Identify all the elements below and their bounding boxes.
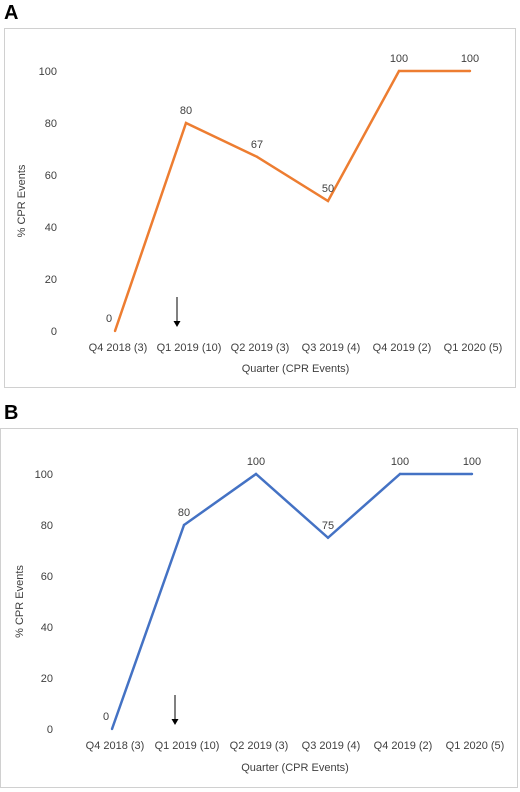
x-tick-label: Q4 2018 (3) [86,740,145,752]
x-axis-title: Quarter (CPR Events) [241,762,349,774]
data-label: 100 [391,456,409,468]
data-label: 100 [390,53,408,65]
data-label: 100 [461,53,479,65]
data-point [398,472,402,476]
x-axis-title: Quarter (CPR Events) [242,363,350,375]
annotation-arrow-head [171,719,179,725]
series-line [113,69,470,332]
x-tick-label: Q3 2019 (4) [302,740,361,752]
data-point [397,69,401,73]
x-tick-label: Q1 2020 (5) [444,342,503,354]
data-label: 0 [106,313,112,325]
data-label: 75 [322,520,334,532]
data-point [113,329,117,333]
annotation-arrow-head [173,321,181,327]
x-tick-label: Q1 2019 (10) [157,342,222,354]
x-tick-label: Q4 2018 (3) [89,342,148,354]
x-tick-label: Q2 2019 (3) [231,342,290,354]
data-point [326,199,330,203]
data-label: 80 [178,507,190,519]
y-tick-label: 100 [35,469,53,481]
panel-a-chart: 0 20 40 60 80 100 Q4 2018 (3) Q1 2019 (10) Q2 20… [16,53,503,375]
y-axis-title: % CPR Events [16,164,28,237]
series-line [110,472,472,730]
data-label: 100 [463,456,481,468]
y-tick-label: 80 [45,118,57,130]
y-tick-label: 60 [41,571,53,583]
data-point [255,155,259,158]
y-tick-label: 20 [41,673,53,685]
x-tick-label: Q1 2020 (5) [446,740,505,752]
data-point [326,536,330,539]
data-label: 67 [251,139,263,151]
x-tick-label: Q1 2019 (10) [155,740,220,752]
data-point [470,472,474,476]
y-tick-label: 80 [41,520,53,532]
data-label: 100 [247,456,265,468]
panel-b-letter: B [4,402,19,424]
x-tick-label: Q4 2019 (2) [373,342,432,354]
y-tick-label: 60 [45,170,57,182]
y-tick-label: 20 [45,274,57,286]
x-tick-label: Q4 2019 (2) [374,740,433,752]
y-tick-label: 0 [47,724,53,736]
data-label: 50 [322,183,334,195]
panel-a-frame: 0 20 40 60 80 100 Q4 2018 (3) Q1 2019 (10) Q2 20… [4,28,516,388]
data-point [182,523,186,527]
x-tick-label: Q2 2019 (3) [230,740,289,752]
panel-b-chart: 0 20 40 60 80 100 Q4 2018 (3) Q1 2019 (10) Q2 20… [14,456,505,774]
y-tick-label: 40 [41,622,53,634]
data-label: 0 [103,711,109,723]
data-point [254,472,258,476]
data-point [110,727,114,731]
y-tick-label: 0 [51,326,57,338]
data-point [184,121,188,125]
panel-b-frame: 0 20 40 60 80 100 Q4 2018 (3) Q1 2019 (10) Q2 20… [0,428,518,788]
y-tick-label: 40 [45,222,57,234]
y-tick-label: 100 [39,66,57,78]
y-axis-title: % CPR Events [14,565,26,638]
x-tick-label: Q3 2019 (4) [302,342,361,354]
data-point [468,69,472,73]
panel-a-letter: A [4,2,19,24]
data-label: 80 [180,105,192,117]
